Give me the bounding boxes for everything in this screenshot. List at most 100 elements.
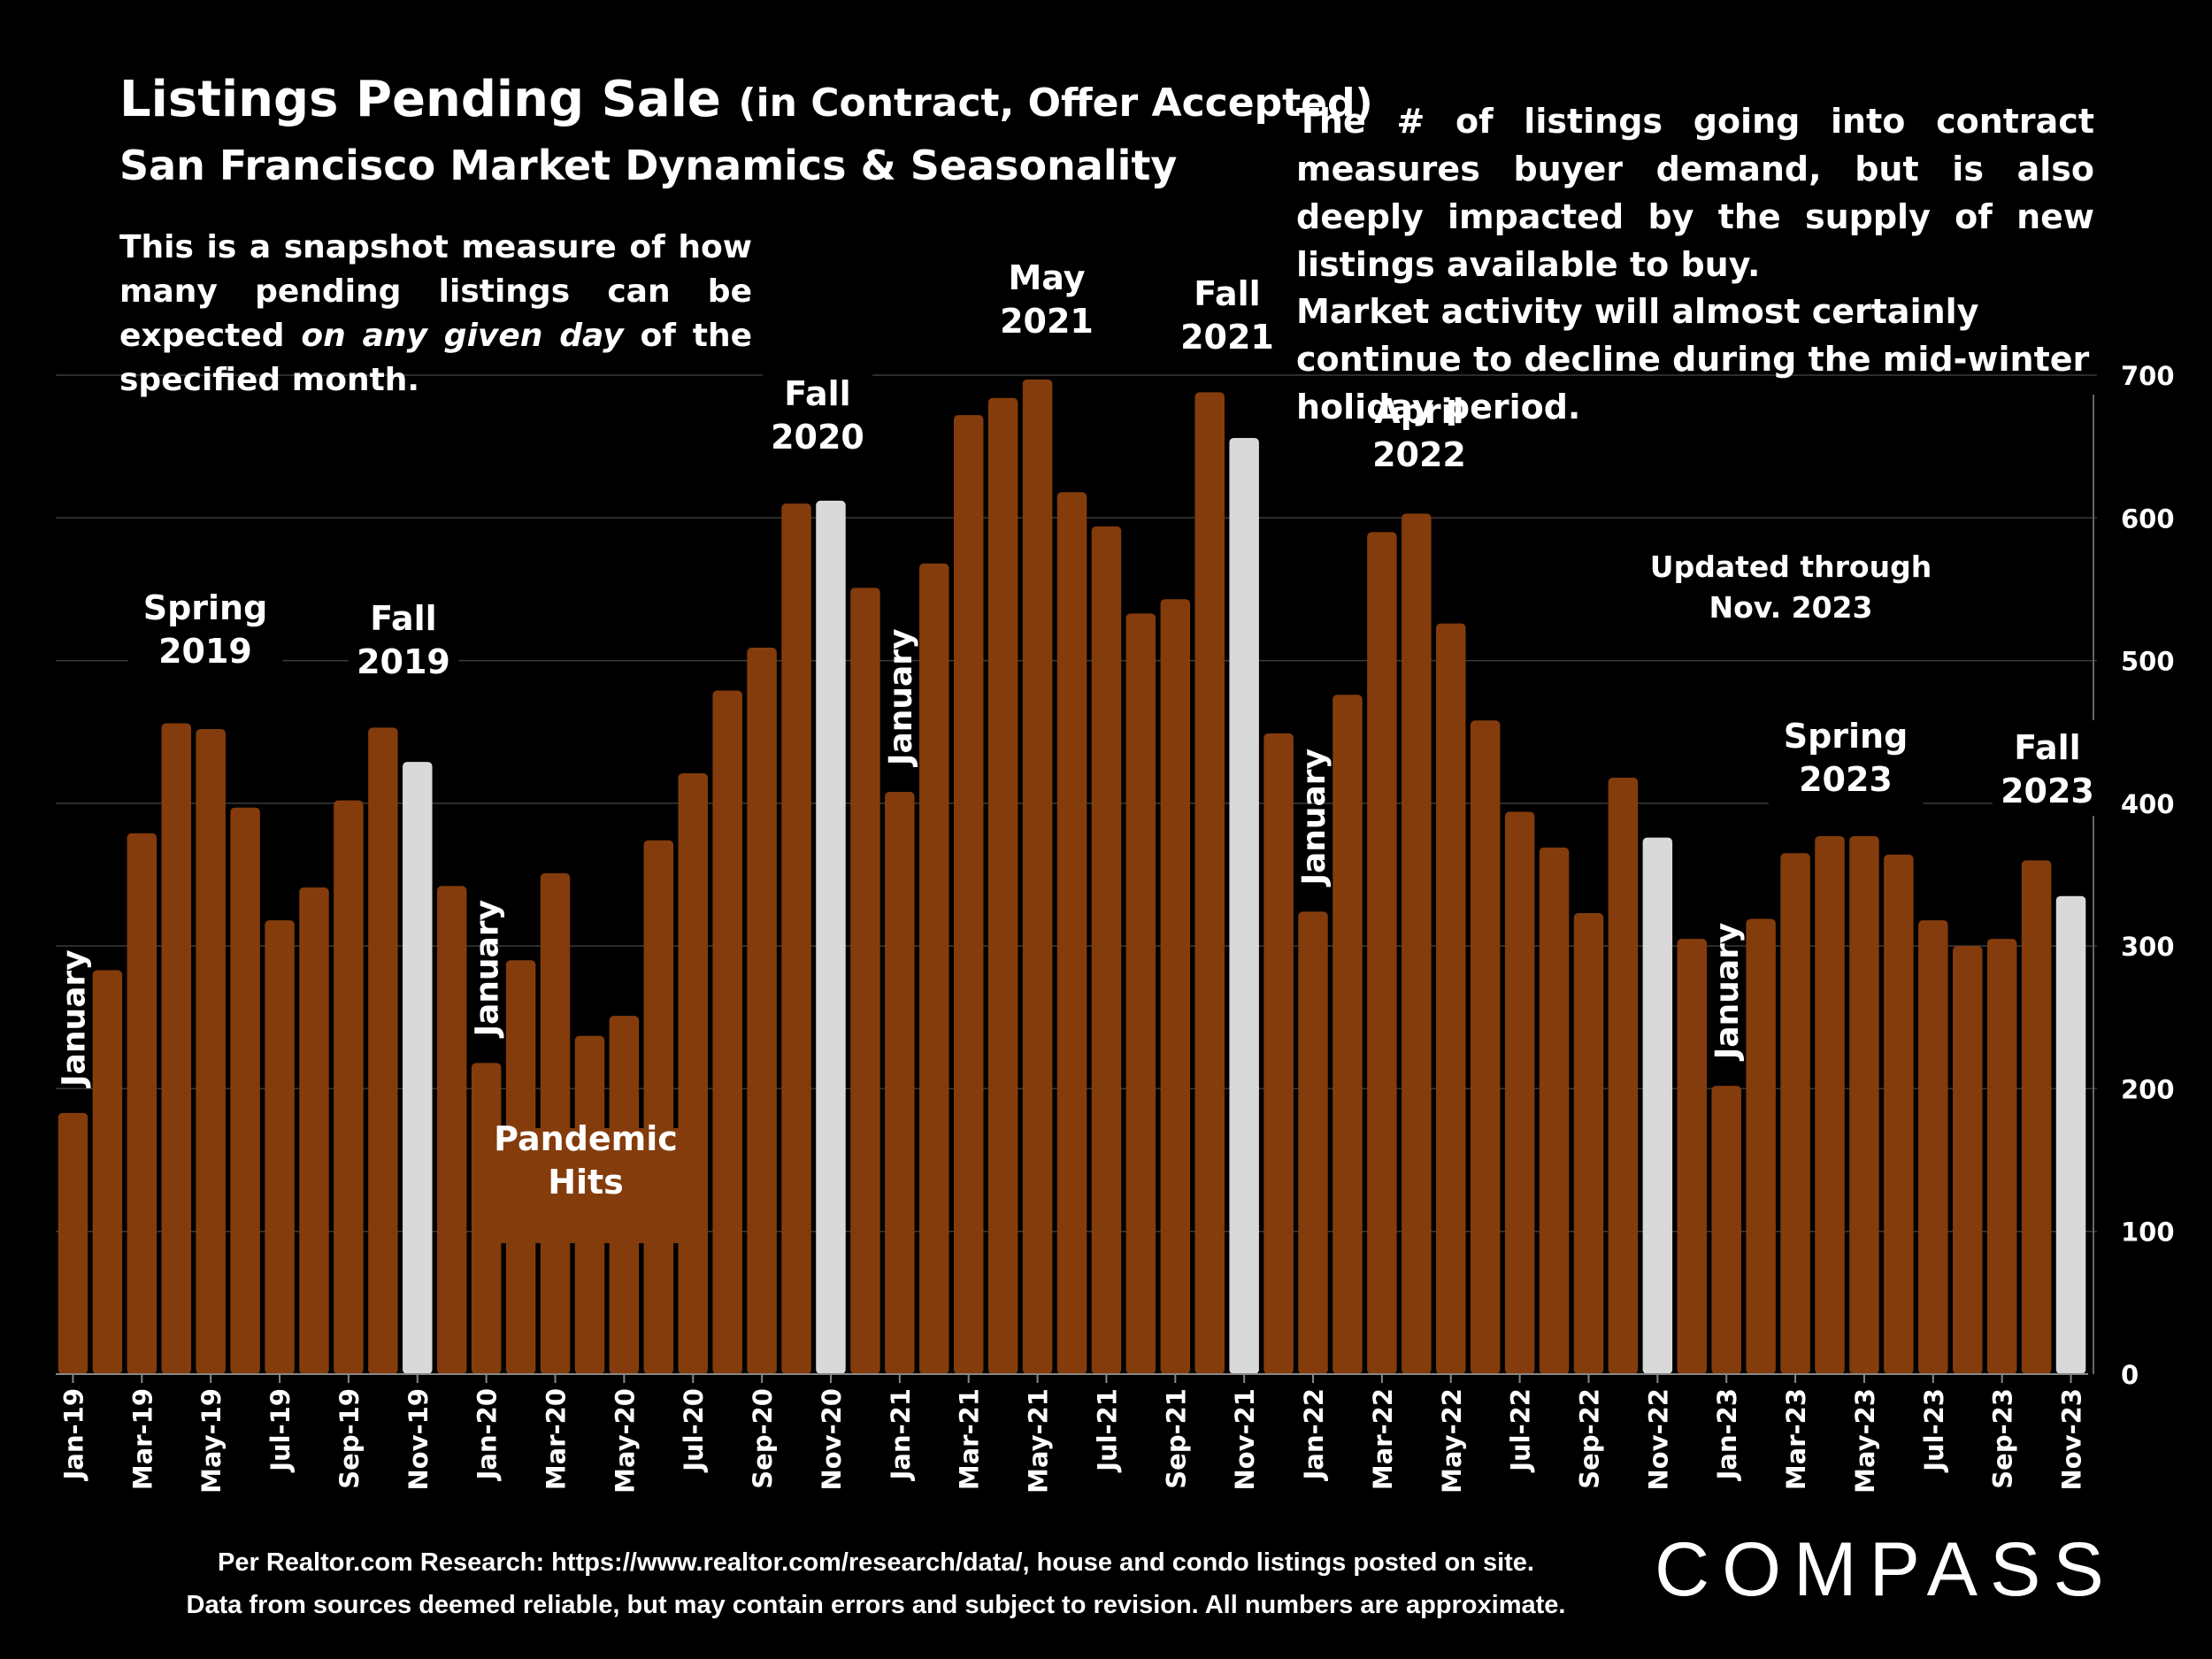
chart-bars — [58, 379, 2086, 1375]
bar-Jun-23 — [1884, 854, 1914, 1374]
bar-Nov-20 — [816, 500, 846, 1374]
x-tick-label: Jan-20 — [472, 1388, 503, 1481]
x-tick-label: Mar-22 — [1368, 1388, 1398, 1490]
bar-Jul-23 — [1918, 920, 1948, 1374]
bar-Apr-23 — [1815, 835, 1845, 1374]
bar-Aug-23 — [1952, 946, 1983, 1374]
annotation-line: April — [1374, 392, 1463, 431]
x-tick-label: May-23 — [1850, 1388, 1880, 1494]
x-tick-label: Mar-23 — [1781, 1388, 1811, 1490]
bar-Aug-20 — [712, 690, 742, 1374]
chart-annotations: January Spring 2019 Fall 2019 January Pandemic… — [56, 250, 2103, 1243]
bar-Feb-22 — [1333, 695, 1363, 1374]
annotation-line: Nov. 2023 — [1709, 590, 1873, 625]
annotation-line: 2019 — [357, 642, 450, 681]
annotation-backdrop — [127, 580, 283, 676]
annotation-line: Hits — [548, 1163, 624, 1202]
y-tick-label: 400 — [2121, 789, 2175, 819]
bar-May-22 — [1436, 623, 1466, 1374]
annotation-line: 2021 — [1180, 318, 1274, 357]
bar-Dec-20 — [850, 588, 880, 1374]
x-tick-label: May-19 — [196, 1388, 227, 1494]
x-tick-label: Mar-20 — [541, 1388, 572, 1490]
annotation-pandemic-hits: Pandemic Hits — [494, 1119, 678, 1202]
bar-Oct-21 — [1194, 392, 1225, 1375]
bar-Nov-23 — [2055, 895, 2086, 1374]
annotation-line: Fall — [370, 599, 436, 638]
x-tick-label: Jul-21 — [1092, 1388, 1122, 1473]
x-tick-label: May-21 — [1024, 1388, 1054, 1494]
annotation-line: Fall — [1194, 274, 1260, 313]
x-tick-label: Sep-19 — [334, 1388, 365, 1489]
annotation-backdrop — [1353, 384, 1486, 480]
bar-Mar-23 — [1780, 853, 1810, 1374]
bar-May-21 — [1022, 379, 1053, 1374]
y-axis-ticks: 0 100 200 300 400 500 600 700 — [2121, 361, 2175, 1390]
bar-Dec-22 — [1677, 939, 1708, 1374]
bar-Jun-21 — [1056, 492, 1087, 1374]
y-tick-label: 600 — [2121, 503, 2175, 534]
bar-Apr-22 — [1402, 513, 1432, 1374]
annotation-fall-2020: Fall 2020 — [771, 374, 864, 457]
bar-May-19 — [196, 728, 226, 1374]
bar-Jul-19 — [265, 920, 295, 1374]
y-tick-label: 200 — [2121, 1074, 2175, 1104]
bar-Mar-20 — [540, 872, 571, 1374]
annotation-backdrop — [1635, 542, 1947, 633]
bar-Jan-23 — [1711, 1086, 1741, 1374]
annotation-january: January — [56, 949, 92, 1088]
bar-Sep-20 — [747, 648, 777, 1374]
annotation-line: Fall — [2014, 728, 2080, 767]
bar-Oct-23 — [2021, 860, 2052, 1374]
bar-Mar-22 — [1367, 532, 1397, 1374]
bar-Jul-22 — [1504, 811, 1535, 1374]
annotation-backdrop — [1171, 266, 1283, 362]
bar-Feb-19 — [92, 970, 123, 1374]
bar-Mar-21 — [953, 415, 984, 1374]
annotation-spring-2023: Spring 2023 — [1784, 717, 1909, 799]
bar-Sep-23 — [1986, 939, 2017, 1374]
bar-Jul-21 — [1091, 526, 1122, 1374]
chart-subtitle: San Francisco Market Dynamics & Seasonal… — [119, 142, 1178, 189]
annotation-line: 2023 — [1799, 760, 1893, 799]
annotation-line: Updated through — [1650, 549, 1932, 584]
annotation-backdrop — [991, 250, 1102, 346]
x-tick-label: May-20 — [610, 1388, 640, 1494]
annotation-line: Pandemic — [494, 1119, 678, 1158]
bar-Jan-22 — [1298, 911, 1328, 1374]
annotation-backdrop — [348, 591, 459, 687]
pandemic-label-box — [491, 1128, 691, 1243]
x-tick-label: Nov-22 — [1643, 1388, 1673, 1491]
bar-Oct-19 — [368, 727, 398, 1374]
annotation-line: Spring — [143, 588, 268, 627]
x-tick-label: Nov-19 — [403, 1388, 434, 1491]
annotation-january: January — [1709, 923, 1746, 1062]
y-tick-label: 100 — [2121, 1217, 2175, 1248]
bar-Jun-20 — [643, 840, 674, 1374]
annotation-line: Spring — [1784, 717, 1909, 756]
annotation-backdrop — [1768, 709, 1924, 804]
chart-title-paren: (in Contract, Offer Accepted) — [738, 81, 1373, 126]
annotation-line: May — [1008, 258, 1085, 297]
y-tick-label: 300 — [2121, 932, 2175, 962]
annotation-spring-2019: Spring 2019 — [143, 588, 268, 671]
annotation-line: 2022 — [1372, 435, 1466, 474]
source-footnote: Per Realtor.com Research: https://www.re… — [218, 1548, 1534, 1577]
bar-May-23 — [1849, 835, 1879, 1374]
annotation-fall-2023: Fall 2023 — [2001, 728, 2094, 810]
bar-Feb-21 — [919, 563, 949, 1374]
description-demand: The # of listings going into contract me… — [1296, 102, 2094, 284]
annotation-updated-through-nov-2023: Updated through Nov. 2023 — [1650, 549, 1932, 625]
snapshot-text-2: of the specified month. — [119, 318, 752, 398]
bar-Mar-19 — [127, 833, 157, 1374]
bar-Jan-19 — [58, 1112, 88, 1374]
y-tick-label: 500 — [2121, 647, 2175, 677]
bar-Aug-21 — [1125, 613, 1156, 1374]
annotation-backdrop — [762, 366, 873, 462]
bar-Jun-22 — [1470, 720, 1501, 1374]
x-tick-label: Sep-22 — [1574, 1388, 1604, 1489]
snapshot-text-emphasis: on any given day — [301, 318, 624, 354]
annotation-line: Fall — [784, 374, 850, 413]
chart-title-main: Listings Pending Sale — [119, 71, 721, 128]
